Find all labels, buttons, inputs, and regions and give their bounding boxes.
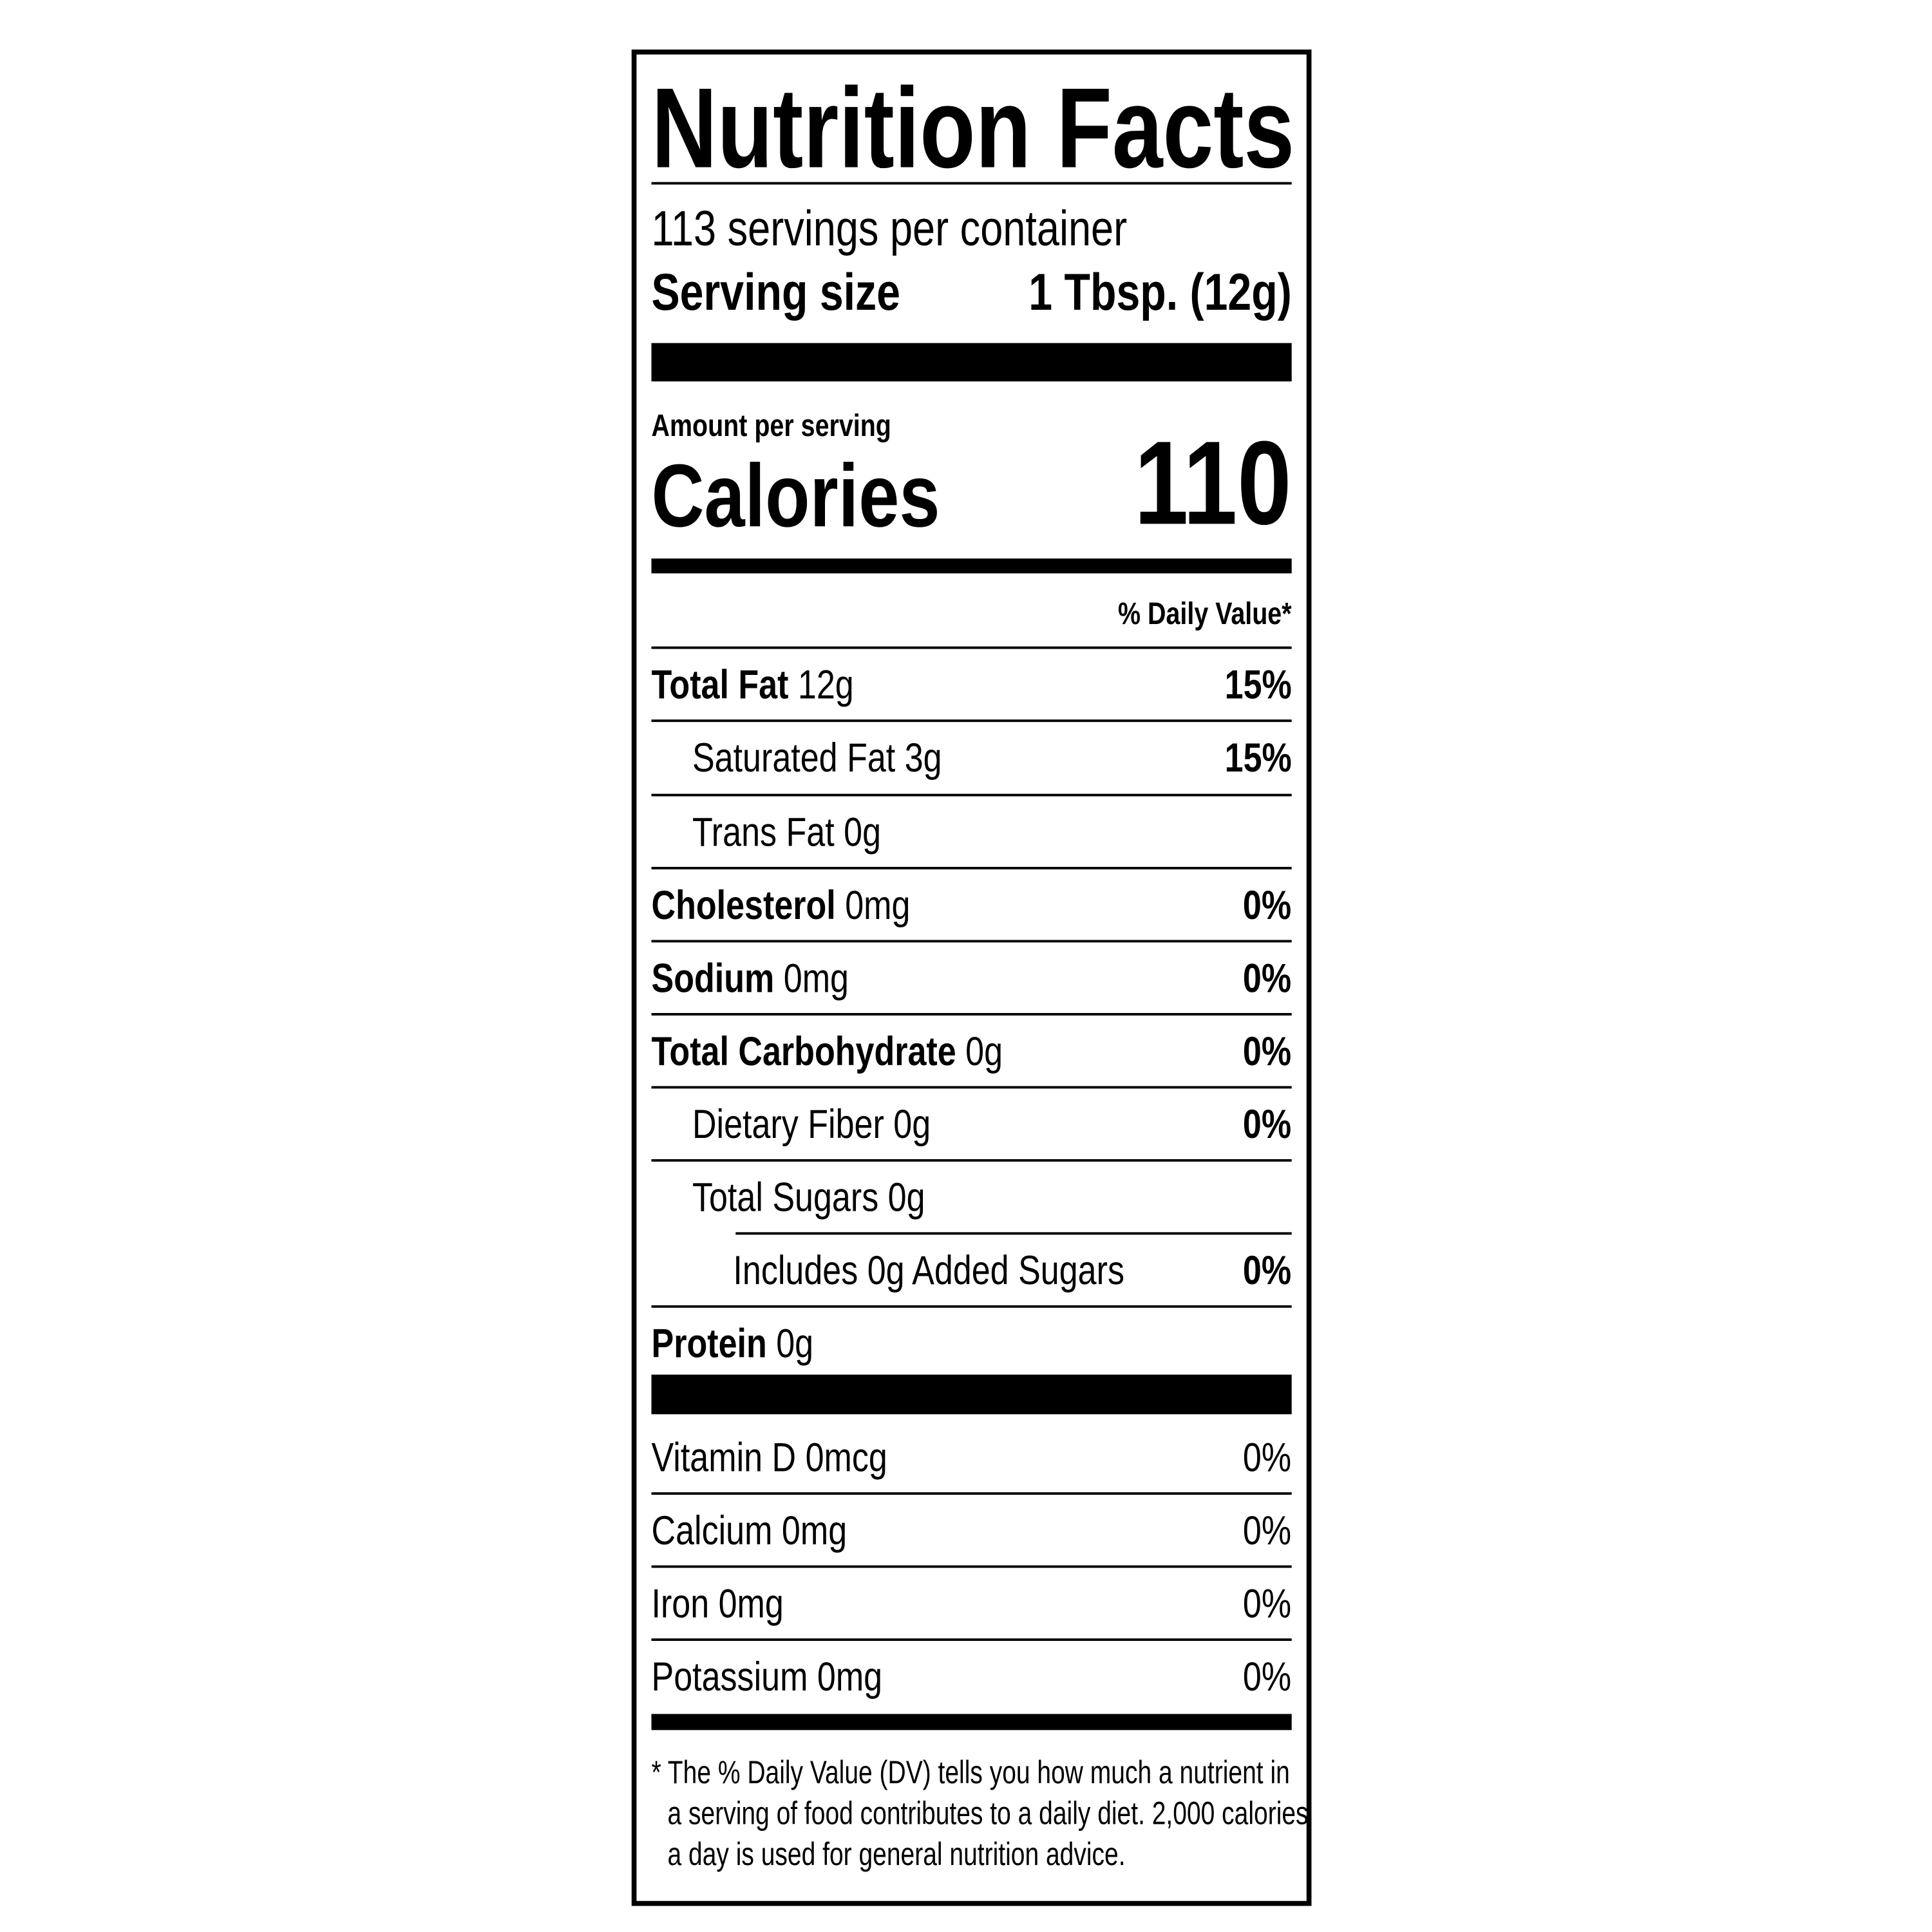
thick-divider: [651, 1374, 1292, 1415]
footnote-line: a day is used for general nutrition advi…: [667, 1835, 1126, 1873]
serving-size-label: Serving size: [651, 262, 901, 321]
nutrient-name: Includes 0g Added Sugars: [733, 1247, 1124, 1293]
divider: [651, 182, 1292, 185]
divider: [651, 1492, 1292, 1495]
divider: [651, 1159, 1292, 1162]
nutrient-daily-value: 0%: [1243, 954, 1292, 1001]
vitamin-daily-value: 0%: [1243, 1434, 1292, 1480]
nutrient-name: Sodium: [651, 954, 775, 1001]
nutrient-name: Cholesterol: [651, 882, 836, 928]
divider: [651, 940, 1292, 943]
vitamin-daily-value: 0%: [1243, 1580, 1292, 1626]
divider: [651, 1013, 1292, 1016]
nutrient-amount: 12g: [797, 661, 854, 708]
divider: [651, 646, 1292, 649]
divider: [651, 1086, 1292, 1089]
footnote-line: a serving of food contributes to a daily…: [667, 1794, 1309, 1832]
nutrient-name: Total Carbohydrate: [651, 1028, 956, 1074]
vitamin-name: Iron 0mg: [651, 1580, 784, 1626]
nutrient-daily-value: 0%: [1243, 882, 1292, 928]
nutrient-name: Total Fat: [651, 661, 789, 708]
divider: [651, 1638, 1292, 1641]
nutrient-daily-value: 0%: [1243, 1101, 1292, 1147]
nutrient-daily-value: 0%: [1243, 1028, 1292, 1074]
divider: [651, 793, 1292, 797]
nutrient-row: Total Fat 12g: [651, 664, 853, 705]
nutrient-amount: 0mg: [845, 882, 911, 928]
nutrient-amount: 0mg: [783, 954, 849, 1001]
divider: [651, 719, 1292, 723]
calories-label: Calories: [651, 447, 940, 547]
nutrient-amount: 0g: [965, 1028, 1003, 1074]
nutrient-daily-value: 0%: [1243, 1247, 1292, 1293]
thick-divider: [651, 343, 1292, 382]
divider: [651, 1305, 1292, 1308]
nutrient-daily-value: 15%: [1224, 734, 1292, 781]
serving-size-value: 1 Tbsp. (12g): [1028, 262, 1292, 321]
label-border: [631, 49, 1312, 1906]
nutrient-row: Protein 0g: [651, 1323, 813, 1363]
footnote-line: * The % Daily Value (DV) tells you how m…: [651, 1753, 1290, 1791]
nutrient-amount: 0g: [776, 1320, 814, 1367]
label-title: Nutrition Facts: [651, 65, 1295, 193]
nutrient-name: Saturated Fat 3g: [692, 734, 942, 781]
daily-value-header: % Daily Value*: [1118, 596, 1292, 632]
nutrient-name: Protein: [651, 1320, 767, 1367]
nutrient-row: Total Carbohydrate 0g: [651, 1030, 1003, 1071]
servings-per-container: 113 servings per container: [651, 202, 1128, 257]
calories-value: 110: [1134, 417, 1292, 550]
nutrient-row: Sodium 0mg: [651, 957, 849, 998]
vitamin-daily-value: 0%: [1243, 1507, 1292, 1553]
divider: [651, 867, 1292, 869]
divider: [735, 1232, 1292, 1235]
vitamin-name: Calcium 0mg: [651, 1507, 848, 1553]
medium-divider: [651, 1714, 1292, 1730]
nutrient-name: Dietary Fiber 0g: [692, 1101, 931, 1147]
vitamin-name: Vitamin D 0mcg: [651, 1434, 887, 1480]
nutrient-name: Trans Fat 0g: [692, 808, 882, 855]
divider: [651, 1565, 1292, 1568]
vitamin-name: Potassium 0mg: [651, 1653, 883, 1700]
medium-divider: [651, 558, 1292, 574]
nutrient-row: Cholesterol 0mg: [651, 884, 910, 925]
vitamin-daily-value: 0%: [1243, 1653, 1292, 1700]
amount-per-serving: Amount per serving: [651, 408, 891, 444]
nutrient-daily-value: 15%: [1224, 661, 1292, 708]
nutrient-name: Total Sugars 0g: [692, 1174, 925, 1220]
